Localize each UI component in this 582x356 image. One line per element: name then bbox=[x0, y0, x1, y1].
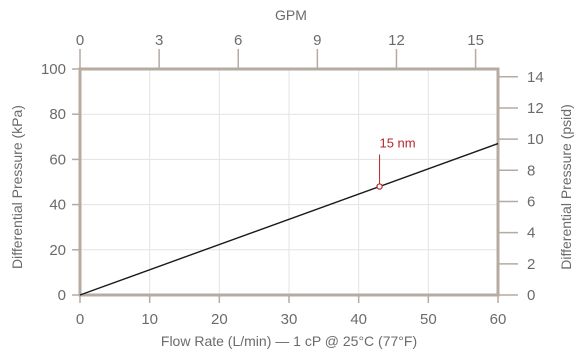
axis-ticks: 0 10 20 30 40 50 60 0 20 40 60 80 100 0 3 6 9 12 15 0 2 4 6 8 10… bbox=[41, 32, 544, 328]
y-tick-label: 100 bbox=[41, 61, 66, 78]
top-tick-label: 15 bbox=[467, 32, 484, 49]
right-tick-label: 2 bbox=[527, 256, 535, 273]
x-tick-label: 60 bbox=[490, 311, 507, 328]
top-tick-label: 9 bbox=[313, 32, 321, 49]
x-tick-label: 10 bbox=[141, 311, 158, 328]
x-tick-label: 30 bbox=[281, 311, 298, 328]
x-tick-label: 40 bbox=[350, 311, 367, 328]
x-tick-label: 20 bbox=[211, 311, 228, 328]
y-tick-label: 0 bbox=[58, 287, 66, 304]
series-layer bbox=[79, 142, 499, 296]
x-tick-label: 0 bbox=[76, 311, 84, 328]
top-tick-label: 3 bbox=[155, 32, 163, 49]
right-tick-label: 6 bbox=[527, 193, 535, 210]
annotation-marker bbox=[376, 183, 383, 190]
top-tick-label: 12 bbox=[388, 32, 405, 49]
y-tick-label: 80 bbox=[49, 106, 66, 123]
right-tick-label: 14 bbox=[527, 69, 544, 86]
right-tick-label: 8 bbox=[527, 162, 535, 179]
top-tick-label: 0 bbox=[76, 32, 84, 49]
top-tick-label: 6 bbox=[234, 32, 242, 49]
y-tick-label: 60 bbox=[49, 151, 66, 168]
top-axis-title: GPM bbox=[275, 7, 307, 23]
right-tick-label: 12 bbox=[527, 100, 544, 117]
y-axis-title: Differential Pressure (kPa) bbox=[9, 105, 25, 269]
right-axis-title: Differential Pressure (psid) bbox=[558, 104, 574, 269]
y-tick-label: 20 bbox=[49, 242, 66, 259]
annotations: 15 nm bbox=[376, 136, 416, 190]
annotation-label: 15 nm bbox=[379, 136, 415, 151]
x-axis-title: Flow Rate (L/min) — 1 cP @ 25°C (77°F) bbox=[161, 333, 417, 349]
y-tick-label: 40 bbox=[49, 197, 66, 214]
right-tick-label: 4 bbox=[527, 225, 535, 242]
x-tick-label: 50 bbox=[420, 311, 437, 328]
series-line bbox=[79, 142, 499, 296]
grid-lines bbox=[80, 69, 498, 295]
right-tick-label: 10 bbox=[527, 131, 544, 148]
right-tick-label: 0 bbox=[527, 287, 535, 304]
